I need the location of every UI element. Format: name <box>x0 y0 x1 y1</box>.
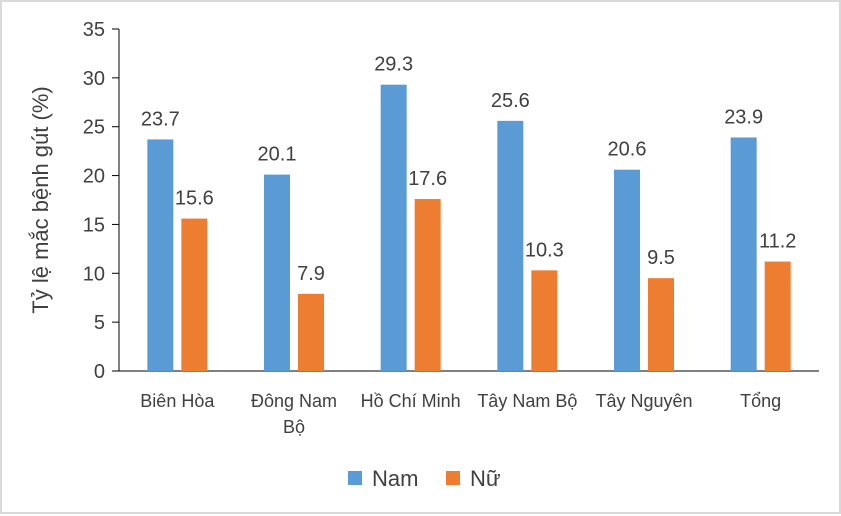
bar-nu <box>181 218 208 371</box>
x-tick-label: Đông Nam <box>251 391 337 411</box>
legend-swatch <box>446 471 460 485</box>
data-label: 20.6 <box>608 139 647 161</box>
x-tick-label: Biên Hòa <box>140 391 215 411</box>
x-tick-label: Tây Nguyên <box>595 391 692 411</box>
bar-nu <box>414 199 441 371</box>
data-label: 25.6 <box>491 90 530 112</box>
data-label: 20.1 <box>258 144 297 166</box>
y-tick-label: 15 <box>83 214 105 236</box>
data-label: 15.6 <box>175 188 214 210</box>
y-tick-label: 25 <box>83 117 105 139</box>
bar-nam <box>264 174 290 371</box>
x-tick-label: Hồ Chí Minh <box>361 391 461 411</box>
y-tick-label: 10 <box>83 263 105 285</box>
y-tick-label: 0 <box>94 361 105 383</box>
data-label: 10.3 <box>525 239 564 261</box>
bar-nam <box>730 137 757 371</box>
bar-nu <box>764 261 791 371</box>
data-label: 17.6 <box>408 168 447 190</box>
y-tick-label: 30 <box>83 68 105 90</box>
data-label: 23.7 <box>141 108 180 130</box>
x-tick-label: Bộ <box>283 417 305 437</box>
bar-nam <box>497 120 524 371</box>
data-label: 7.9 <box>297 263 325 285</box>
y-tick-label: 5 <box>94 312 105 334</box>
bar-nu <box>298 293 324 371</box>
data-label: 11.2 <box>759 231 796 253</box>
y-tick-label: 35 <box>83 19 105 41</box>
x-tick-label: Tây Nam Bộ <box>477 391 577 411</box>
legend-label: Nữ <box>470 466 501 491</box>
bar-nu <box>648 278 674 371</box>
legend-swatch <box>348 471 362 485</box>
x-tick-label: Tổng <box>740 391 781 411</box>
bar-nam <box>380 84 407 371</box>
bar-nam <box>147 139 174 371</box>
legend-label: Nam <box>372 466 418 491</box>
bar-nam <box>614 169 640 371</box>
y-axis-title: Tỷ lệ mắc bệnh gút (%) <box>28 86 53 313</box>
data-label: 9.5 <box>647 247 675 269</box>
data-label: 29.3 <box>374 54 413 76</box>
bar-nu <box>531 270 558 371</box>
y-tick-label: 20 <box>83 166 105 188</box>
data-label: 23.9 <box>724 106 763 128</box>
